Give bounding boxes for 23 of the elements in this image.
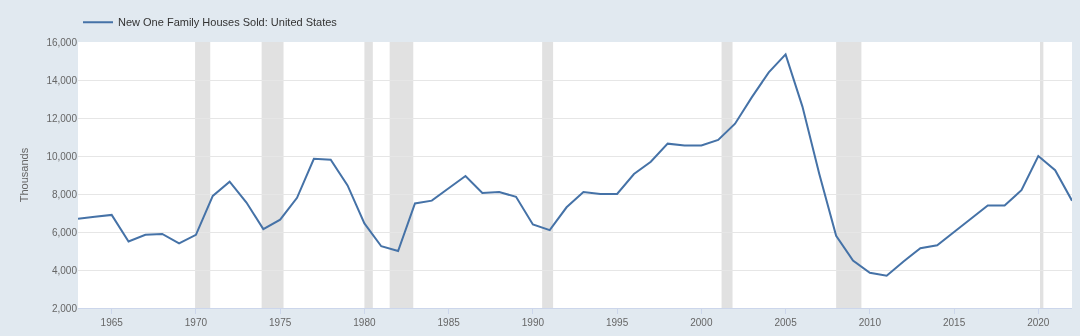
x-tick-label: 2015 [942, 317, 966, 328]
y-tick-label: 2,000 [51, 302, 78, 314]
y-tick-label: 8,000 [51, 188, 78, 200]
x-tick-label: 1985 [437, 317, 461, 328]
y-tick-label: 10,000 [46, 150, 78, 162]
y-tick-label: 4,000 [51, 264, 78, 276]
x-tick-label: 2000 [690, 317, 713, 328]
y-tick-label: 6,000 [51, 226, 78, 238]
y-tick-label: 14,000 [46, 74, 78, 86]
y-axis-title: Thousands [18, 147, 31, 203]
x-tick-label: 2005 [774, 317, 798, 328]
line-series [78, 53, 1072, 277]
x-tick-label: 1995 [605, 317, 629, 328]
x-tick-label: 2010 [858, 317, 882, 328]
x-tick-label: 2020 [1027, 317, 1050, 328]
y-tick-label: 16,000 [46, 36, 78, 48]
y-tick-label: 12,000 [46, 112, 78, 124]
x-tick-label: 1975 [269, 317, 292, 328]
x-tick-label: 1965 [100, 317, 124, 328]
x-tick-label: 1970 [184, 317, 208, 328]
x-tick-label: 1980 [353, 317, 376, 328]
legend-label: New One Family Houses Sold: United States [118, 16, 338, 29]
x-tick-label: 1990 [521, 317, 545, 328]
